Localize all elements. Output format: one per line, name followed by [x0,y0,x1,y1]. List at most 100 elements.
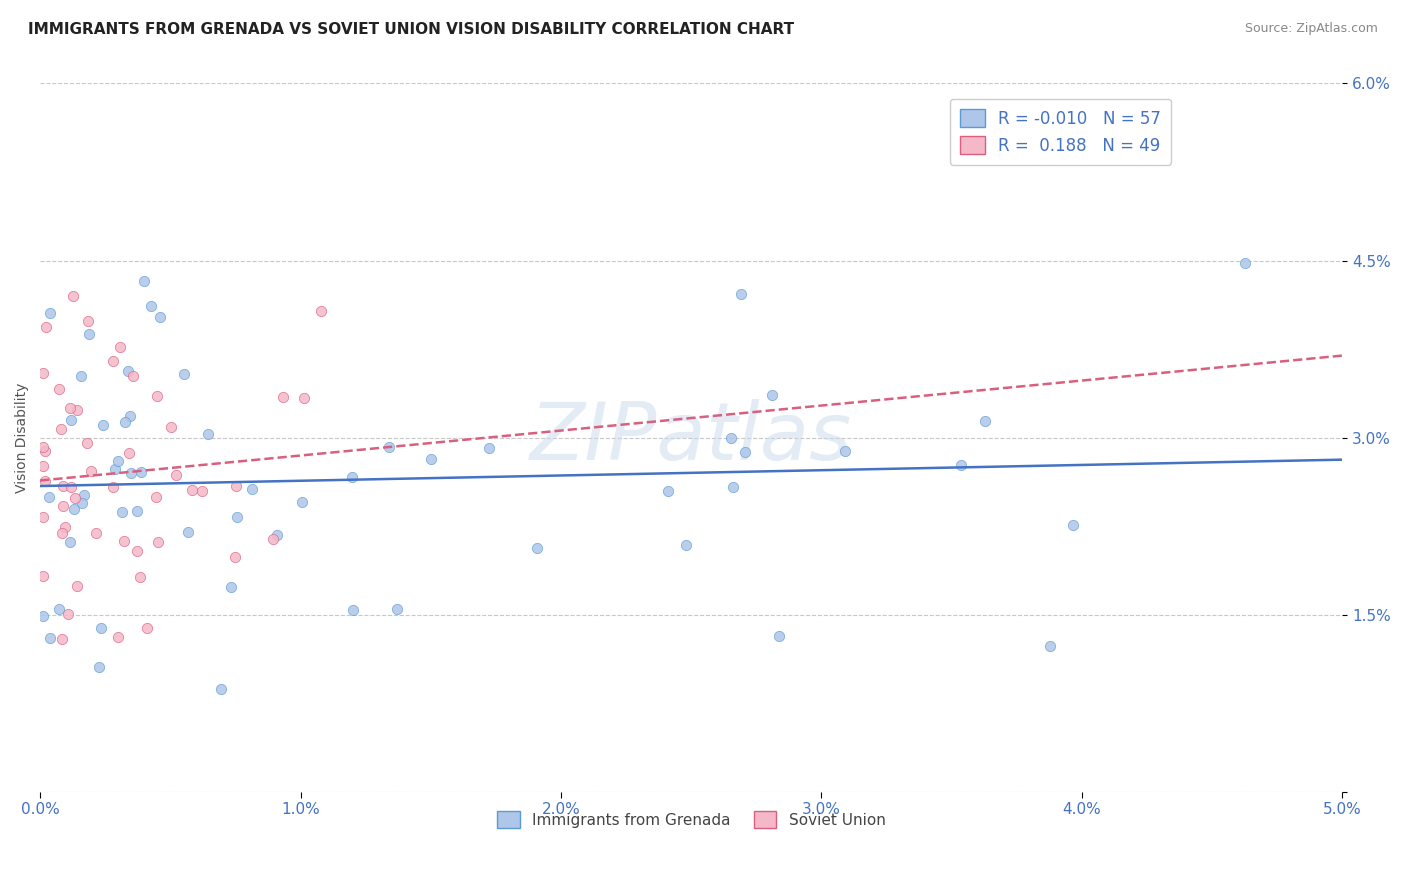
Point [149,310,172,324]
Point [136,621,159,635]
Point [51,632,73,646]
Point [385,602,408,616]
Point [761,388,783,402]
Point [266,528,288,542]
Point [139,299,162,313]
Point [950,458,973,473]
Point [720,431,742,445]
Point [52,479,75,493]
Point [129,466,152,480]
Point [125,504,148,518]
Point [146,389,169,403]
Point [1039,639,1062,653]
Point [240,482,263,496]
Point [122,368,145,383]
Point [118,446,141,460]
Point [129,569,152,583]
Point [56,607,79,622]
Point [181,483,204,497]
Point [31,509,53,524]
Point [48,602,70,616]
Point [160,419,183,434]
Point [721,480,744,494]
Point [48,382,70,396]
Point [1233,256,1256,270]
Point [112,534,135,549]
Point [734,445,756,459]
Point [32,569,55,583]
Point [120,466,142,480]
Point [209,681,232,696]
Point [35,319,58,334]
Point [63,491,86,505]
Point [91,417,114,432]
Point [34,443,56,458]
Point [104,462,127,476]
Point [90,621,112,635]
Point [165,468,187,483]
Point [38,490,60,504]
Point [31,440,53,454]
Point [191,483,214,498]
Point [31,459,53,474]
Point [291,495,314,509]
Point [117,364,139,378]
Point [65,403,87,417]
Point [110,340,132,354]
Point [342,470,364,484]
Point [197,427,219,442]
Point [59,480,82,494]
Point [77,327,100,342]
Point [62,289,84,303]
Point [59,535,82,549]
Point [219,580,242,594]
Point [107,454,129,468]
Point [342,603,364,617]
Point [173,367,195,381]
Legend: Immigrants from Grenada, Soviet Union: Immigrants from Grenada, Soviet Union [491,805,891,834]
Point [225,479,247,493]
Point [477,441,499,455]
Point [89,660,111,674]
Point [226,509,249,524]
Point [55,520,77,534]
Point [768,629,790,643]
Point [31,367,53,381]
Text: Source: ZipAtlas.com: Source: ZipAtlas.com [1244,22,1378,36]
Point [76,436,98,450]
Point [60,413,83,427]
Point [111,505,134,519]
Point [80,464,103,478]
Point [675,538,697,552]
Point [273,390,295,404]
Point [146,534,169,549]
Text: ZIPatlas: ZIPatlas [530,399,852,476]
Point [39,305,62,319]
Point [77,313,100,327]
Point [1062,517,1084,532]
Point [974,414,997,428]
Point [657,484,679,499]
Point [309,304,332,318]
Point [114,415,136,429]
Y-axis label: Vision Disability: Vision Disability [15,383,30,493]
Point [177,524,200,539]
Point [66,579,89,593]
Point [132,274,155,288]
Point [377,440,399,454]
Point [526,541,548,556]
Point [51,525,73,540]
Point [34,474,56,488]
Point [834,443,856,458]
Point [52,499,75,513]
Point [292,391,315,405]
Point [59,401,82,416]
Point [145,491,167,505]
Point [127,544,149,558]
Point [101,479,124,493]
Point [70,496,93,510]
Point [107,630,129,644]
Point [120,409,142,423]
Point [63,502,86,516]
Point [262,532,284,546]
